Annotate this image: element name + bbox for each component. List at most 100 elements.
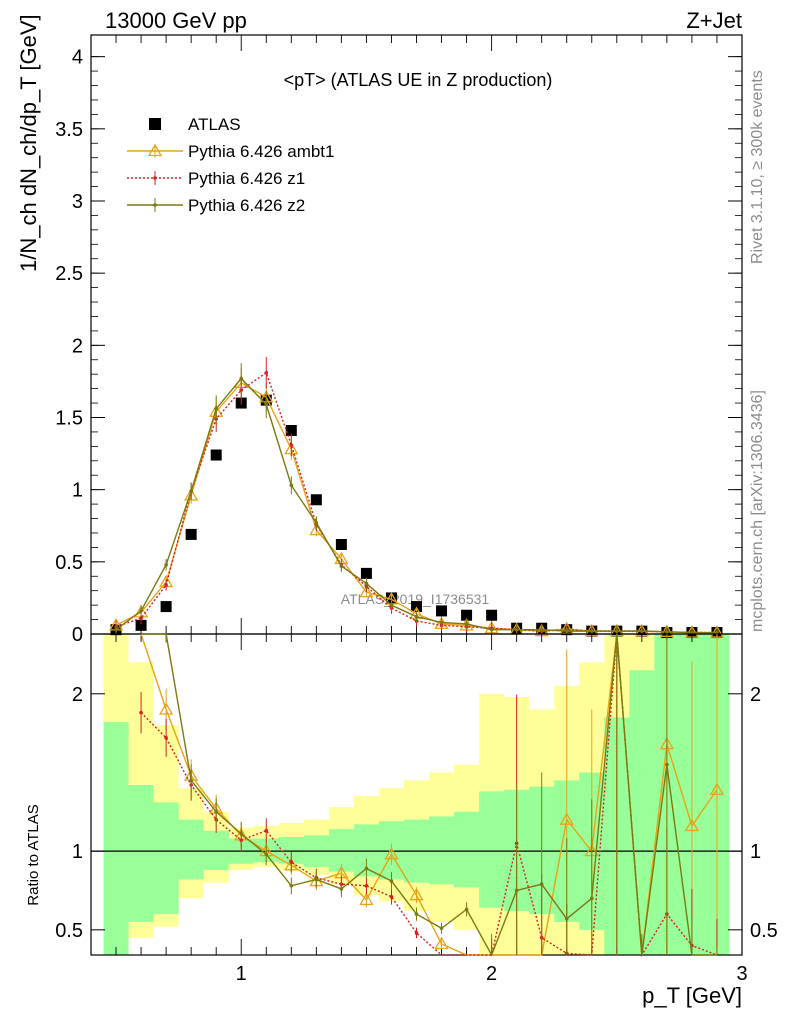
data-point	[486, 609, 498, 621]
ratio-ytick-label-right: 1	[750, 841, 761, 863]
main-ytick-label: 3.5	[55, 119, 83, 141]
data-point	[264, 402, 269, 407]
data-point	[264, 828, 269, 833]
main-ytick-label: 3	[72, 191, 83, 213]
mcplots-label: mcplots.cern.ch [arXiv:1306.3436]	[749, 390, 766, 632]
legend-entry: ATLAS	[149, 115, 241, 134]
main-ylabel: 1/N_ch dN_ch/dp_T [GeV]	[16, 14, 41, 272]
data-point	[414, 614, 419, 619]
main-ytick-label: 1.5	[55, 407, 83, 429]
data-point	[389, 879, 394, 883]
data-point	[139, 609, 143, 613]
data-point	[514, 627, 519, 632]
data-point	[185, 528, 197, 540]
main-ytick-label: 4	[72, 47, 83, 69]
data-point	[615, 629, 619, 633]
legend-label: ATLAS	[188, 115, 241, 134]
ratio-ylabel: Ratio to ATLAS	[25, 804, 42, 905]
data-point	[434, 936, 449, 950]
data-point	[335, 539, 347, 551]
data-point	[139, 616, 143, 620]
data-point	[239, 376, 244, 381]
data-point	[239, 832, 244, 836]
data-point	[160, 601, 172, 613]
main-series	[110, 394, 723, 639]
data-point	[210, 449, 222, 461]
legend-entry: Pythia 6.426 ambt1	[127, 142, 334, 161]
data-point	[285, 424, 297, 436]
data-point	[289, 860, 294, 864]
main-series	[114, 363, 719, 635]
data-point	[439, 620, 444, 625]
data-point	[364, 866, 369, 871]
header-right-label: Z+Jet	[686, 8, 742, 33]
ratio-panel: 1 2 30.5 0.51 12 2	[55, 633, 778, 985]
data-point	[310, 494, 322, 506]
data-point	[436, 605, 448, 617]
data-point	[564, 629, 569, 633]
legend: ATLAS Pythia 6.426 ambt1 Pythia 6.426 z1 Py…	[127, 115, 334, 215]
legend-label: Pythia 6.426 ambt1	[188, 142, 334, 161]
main-ytick-label: 2	[72, 335, 83, 357]
data-point	[264, 852, 269, 857]
ratio-bands	[103, 634, 730, 955]
ratio-ytick-label: 2	[72, 684, 83, 706]
legend-label: Pythia 6.426 z2	[188, 196, 305, 215]
ratio-xlabel: p_T [GeV]	[642, 983, 742, 1008]
ratio-series-line	[141, 633, 717, 957]
data-point	[153, 176, 157, 180]
data-point	[314, 521, 319, 525]
data-point	[289, 443, 294, 447]
data-point	[189, 489, 193, 493]
rivet-label: Rivet 3.1.10, ≥ 300k events	[749, 70, 766, 264]
data-point	[339, 887, 344, 891]
legend-label: Pythia 6.426 z1	[188, 169, 305, 188]
data-point	[384, 846, 399, 860]
ratio-xtick-label: 2	[486, 963, 497, 985]
data-point	[640, 629, 644, 633]
data-point	[264, 370, 269, 375]
main-ytick-label: 1	[72, 480, 83, 502]
ratio-ytick-label-right: 2	[750, 684, 761, 706]
data-point	[414, 912, 419, 916]
data-point	[389, 894, 394, 899]
ratio-ytick-label: 1	[72, 841, 83, 863]
data-point	[559, 812, 574, 825]
ratio-xtick-label: 3	[736, 963, 747, 985]
data-point	[539, 882, 544, 886]
data-point	[314, 877, 319, 882]
data-point	[464, 622, 469, 626]
data-point	[289, 483, 294, 488]
ratio-series	[141, 633, 718, 957]
data-point	[158, 702, 174, 715]
data-point	[139, 710, 143, 715]
main-ylabel-text: 1/N_ch dN_ch/dp_T [GeV]	[16, 14, 41, 272]
data-point	[539, 627, 544, 632]
data-point	[665, 762, 669, 767]
data-point	[359, 892, 374, 906]
data-point	[164, 736, 168, 740]
data-point	[364, 581, 369, 586]
ratio-ytick-label: 0.5	[55, 920, 83, 942]
data-point	[184, 488, 199, 501]
data-point	[164, 562, 168, 567]
data-point	[389, 603, 394, 607]
main-ytick-label: 0.5	[55, 552, 83, 574]
main-ytick-label: 0	[72, 624, 83, 646]
data-point	[684, 818, 700, 832]
data-point	[409, 887, 424, 901]
data-point	[359, 584, 374, 598]
ratio-xtick-label: 1	[236, 963, 247, 985]
data-point	[709, 782, 725, 795]
data-point	[364, 883, 369, 888]
data-point	[214, 810, 218, 814]
data-point	[114, 627, 118, 632]
data-point	[589, 896, 594, 901]
data-point	[489, 627, 494, 632]
legend-entry: Pythia 6.426 z1	[127, 169, 305, 188]
header-left-label: 13000 GeV pp	[105, 8, 247, 33]
data-point	[339, 564, 344, 568]
data-point	[289, 883, 294, 888]
data-point	[214, 407, 218, 411]
